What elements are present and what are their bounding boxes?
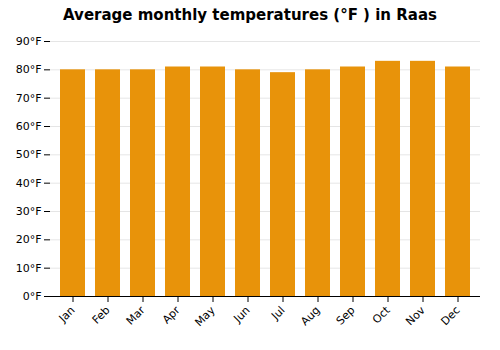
svg-text:Dec: Dec [438, 304, 462, 328]
svg-text:Oct: Oct [370, 303, 393, 326]
svg-text:30°F: 30°F [16, 205, 42, 218]
html-text:Average monthly temperatures (: Average monthly temperatures (°F ) in Ra… [63, 6, 437, 24]
svg-text:Sep: Sep [334, 304, 358, 328]
svg-text:Aug: Aug [298, 304, 322, 328]
svg-text:Jul: Jul [268, 304, 287, 323]
svg-text:Feb: Feb [90, 304, 113, 327]
svg-text:20°F: 20°F [16, 233, 42, 246]
svg-text:Mar: Mar [124, 303, 148, 327]
svg-text:80°F: 80°F [16, 63, 42, 76]
svg-text:Apr: Apr [160, 303, 183, 326]
svg-text:0°F: 0°F [23, 290, 42, 303]
svg-text:Nov: Nov [403, 303, 428, 328]
svg-text:Jun: Jun [231, 304, 253, 326]
svg-text:10°F: 10°F [16, 262, 42, 275]
svg-text:40°F: 40°F [16, 177, 42, 190]
svg-text:50°F: 50°F [16, 148, 42, 161]
svg-text:70°F: 70°F [16, 92, 42, 105]
svg-text:90°F: 90°F [16, 35, 42, 48]
svg-text:Jan: Jan [56, 304, 78, 326]
svg-text:60°F: 60°F [16, 120, 42, 133]
svg-text:May: May [192, 303, 218, 329]
